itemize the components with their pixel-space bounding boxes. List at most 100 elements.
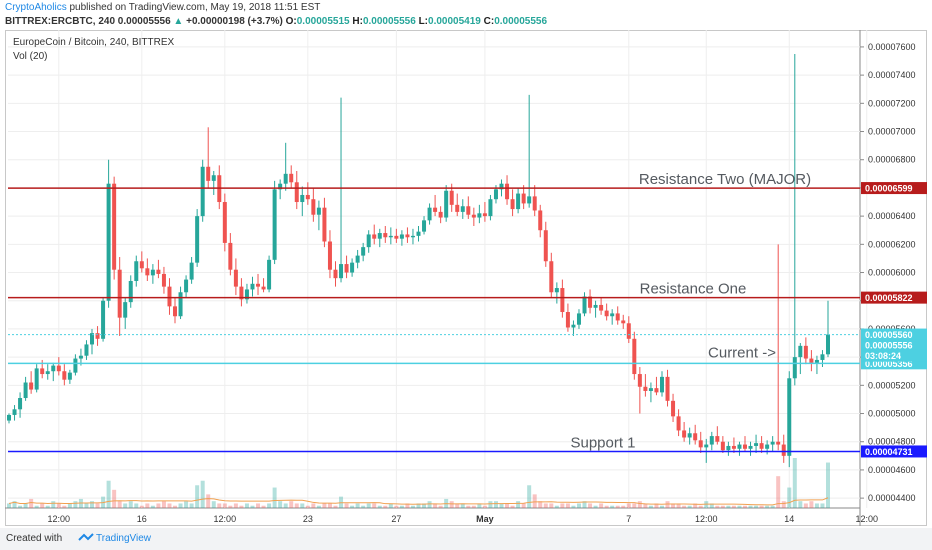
publish-line: CryptoAholics published on TradingView.c…: [5, 2, 320, 13]
volume-bar: [333, 505, 338, 508]
volume-bar: [455, 503, 460, 508]
candle-body: [62, 371, 67, 380]
volume-bar: [366, 503, 371, 508]
volume-bar: [554, 505, 559, 508]
candle-body: [715, 436, 720, 442]
candle-body: [322, 207, 327, 242]
volume-bar: [820, 503, 825, 508]
candle-body: [809, 358, 814, 363]
candle-body: [29, 382, 34, 390]
volume-bar: [278, 501, 283, 508]
author-link[interactable]: CryptoAholics: [5, 2, 67, 13]
candle-body: [128, 280, 133, 303]
volume-bar: [239, 505, 244, 508]
candle-body: [438, 211, 443, 218]
candle-body: [361, 247, 366, 256]
tradingview-link[interactable]: TradingView: [96, 533, 152, 544]
candle-body: [344, 264, 349, 273]
footer-bar: Created with TradingView: [0, 528, 932, 550]
volume-bar: [477, 503, 482, 508]
low-value: 0.00005419: [428, 16, 481, 27]
volume-bar: [106, 480, 111, 508]
volume-bar: [765, 505, 770, 508]
candle-body: [78, 355, 83, 359]
candle-body: [582, 296, 587, 314]
level-annotation: Support 1: [570, 434, 635, 451]
candle-body: [560, 288, 565, 313]
candle-body: [34, 368, 39, 390]
volume-bar: [372, 503, 377, 508]
volume-bar: [56, 503, 61, 508]
volume-bar: [399, 505, 404, 508]
candle-body: [482, 213, 487, 217]
candle-body: [543, 230, 548, 262]
volume-bar: [615, 505, 620, 508]
volume-bar: [427, 501, 432, 508]
chart-area[interactable]: 0.00004400 0.00004600 0.00004800 0.00005000…: [5, 30, 927, 526]
volume-bar: [7, 503, 11, 508]
volume-bar: [460, 503, 465, 508]
volume-bar: [184, 501, 189, 508]
volume-bar: [222, 503, 227, 508]
pane-title: EuropeCoin / Bitcoin, 240, BITTREX: [13, 37, 175, 48]
price-tag-label: 0.00005560: [865, 330, 913, 340]
candle-body: [466, 206, 471, 215]
candle-body: [200, 166, 205, 217]
volume-bar: [626, 503, 631, 508]
volume-bar: [787, 487, 792, 508]
candle-body: [593, 304, 598, 308]
candle-body: [372, 234, 377, 239]
volume-bar: [123, 503, 128, 508]
candle-body: [377, 233, 382, 239]
volume-bar: [754, 505, 759, 508]
candle-body: [90, 333, 95, 345]
candle-body: [748, 445, 753, 449]
candle-body: [184, 279, 189, 293]
candle-body: [643, 386, 648, 391]
volume-bar: [814, 503, 819, 508]
price-axis-label: 0.00004800: [868, 437, 916, 447]
candle-body: [565, 312, 570, 328]
volume-bar: [709, 503, 714, 508]
low-key: L:: [418, 16, 429, 27]
volume-bar: [12, 501, 17, 508]
volume-bar: [416, 503, 421, 508]
candle-body: [327, 241, 332, 270]
candle-body: [549, 261, 554, 293]
volume-bar: [283, 503, 288, 508]
volume-bar: [654, 503, 659, 508]
candle-body: [256, 283, 261, 287]
volume-bar: [410, 505, 415, 508]
volume-bar: [637, 501, 642, 508]
candle-body: [599, 304, 604, 311]
candle-body: [460, 206, 465, 212]
volume-bar: [648, 505, 653, 508]
price-chart[interactable]: 0.00004400 0.00004600 0.00004800 0.00005000…: [5, 30, 927, 526]
volume-bar: [145, 503, 150, 508]
candle-body: [803, 345, 808, 359]
candle-body: [117, 269, 122, 318]
candle-body: [355, 255, 360, 263]
volume-bar: [665, 501, 670, 508]
candle-body: [112, 183, 117, 270]
volume-bar: [195, 485, 200, 508]
candle-body: [339, 264, 344, 279]
volume-bar: [798, 501, 803, 508]
volume-bar: [715, 505, 720, 508]
volume-bar: [272, 487, 277, 508]
candle-body: [510, 199, 515, 210]
candle-body: [444, 190, 449, 218]
volume-bar: [499, 503, 504, 508]
volume-bar: [294, 503, 299, 508]
chart-frame: [5, 30, 927, 526]
volume-bar: [344, 503, 349, 508]
candle-body: [754, 443, 759, 446]
candle-body: [106, 183, 111, 301]
volume-bar: [482, 505, 487, 508]
candle-body: [416, 231, 421, 236]
volume-bar: [809, 501, 814, 508]
price-axis-label: 0.00006200: [868, 239, 916, 249]
level-annotation: Resistance Two (MAJOR): [639, 171, 811, 188]
candle-body: [173, 306, 178, 317]
time-axis-label: 12:00: [48, 514, 71, 524]
